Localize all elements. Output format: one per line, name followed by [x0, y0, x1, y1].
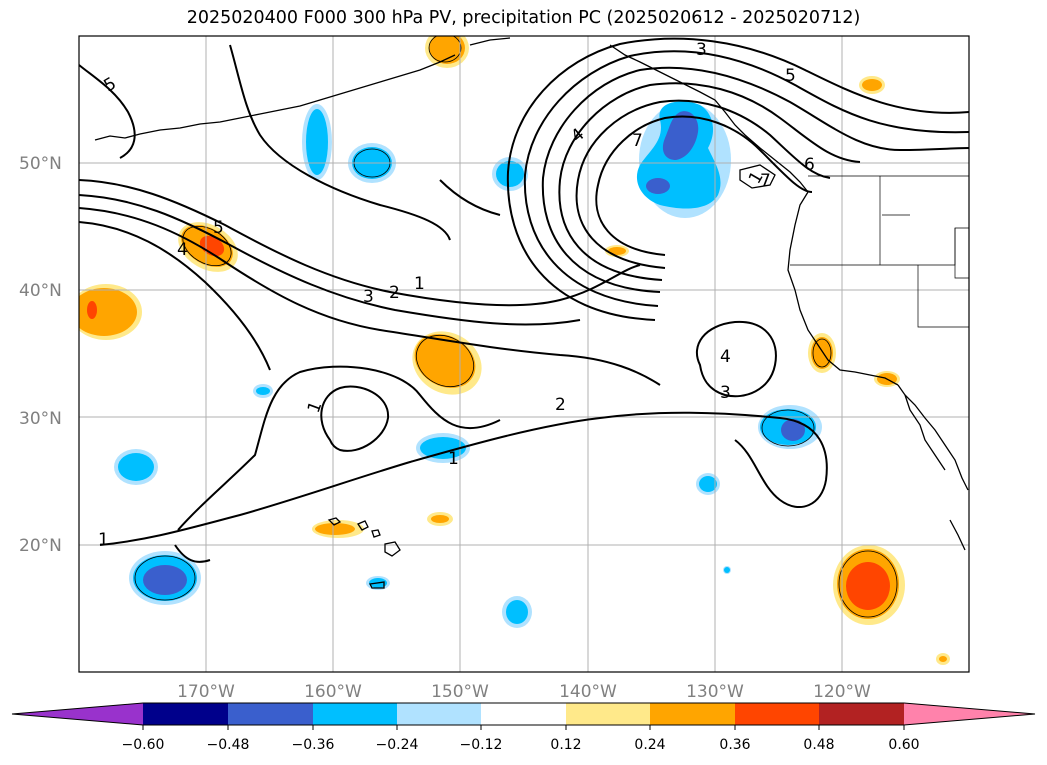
lat-label: 30°N	[19, 409, 62, 429]
colorbar-bin	[650, 703, 735, 725]
lon-label: 130°W	[686, 682, 744, 702]
precip-shading	[79, 36, 950, 665]
lat-label: 20°N	[19, 536, 62, 556]
colorbar-bin	[819, 703, 904, 725]
colorbar-tick-label: 0.48	[803, 737, 834, 753]
contour-label: 4	[177, 240, 188, 260]
political-borders	[790, 175, 969, 328]
colorbar-tick-label: 0.60	[888, 737, 919, 753]
contour-label: 5	[785, 66, 796, 86]
graticule	[79, 36, 969, 672]
map-panel: 5 3 5 7 4 7 6 1 3 2 1 5 4 1 2 3 4 1 1	[79, 36, 969, 672]
contour-label: 3	[720, 383, 731, 403]
colorbar-bin	[313, 703, 397, 725]
contour-label: 6	[804, 155, 815, 175]
contour-label: 3	[696, 40, 707, 60]
contour-label: 2	[389, 283, 400, 303]
pv-contours	[79, 37, 969, 563]
lon-label: 140°W	[559, 682, 617, 702]
contour-label: 1	[448, 449, 459, 469]
map-frame	[78, 35, 970, 673]
contour-label: 4	[720, 347, 731, 367]
colorbar-bin	[143, 703, 228, 725]
longitude-labels: 170°W 160°W 150°W 140°W 130°W 120°W	[177, 682, 871, 702]
colorbar-tick-label: −0.48	[207, 737, 250, 753]
contour-label: 1	[414, 274, 425, 294]
colorbar-tick-label: −0.24	[376, 737, 419, 753]
contour-label: 3	[363, 287, 374, 307]
colorbar-bin	[228, 703, 313, 725]
colorbar-tick-label: 0.24	[634, 737, 665, 753]
contour-label: 7	[760, 171, 771, 191]
colorbar-extend-right	[904, 703, 1035, 725]
contour-label: 1	[98, 530, 109, 550]
coastlines	[94, 37, 969, 589]
contour-label: 5	[213, 218, 224, 238]
contour-label: 2	[555, 395, 566, 415]
lon-label: 120°W	[813, 682, 871, 702]
colorbar-bin	[481, 703, 566, 725]
colorbar-tick-label: −0.12	[460, 737, 503, 753]
contour-label: 7	[632, 131, 643, 151]
colorbar: −0.60 −0.48 −0.36 −0.24 −0.12 0.12 0.24 …	[11, 702, 1036, 753]
colorbar-bin	[397, 703, 481, 725]
colorbar-bin	[735, 703, 819, 725]
latitude-labels: 50°N 40°N 30°N 20°N	[19, 154, 62, 556]
colorbar-bin	[566, 703, 650, 725]
lat-label: 40°N	[19, 281, 62, 301]
colorbar-tick-label: −0.60	[122, 737, 165, 753]
colorbar-tick-label: −0.36	[292, 737, 335, 753]
colorbar-extend-left	[12, 703, 143, 725]
colorbar-tick-label: 0.12	[550, 737, 581, 753]
map-title: 2025020400 F000 300 hPa PV, precipitatio…	[186, 8, 861, 28]
colorbar-tick-label: 0.36	[719, 737, 750, 753]
lon-label: 150°W	[431, 682, 489, 702]
lon-label: 170°W	[177, 682, 235, 702]
lon-label: 160°W	[304, 682, 362, 702]
lat-label: 50°N	[19, 154, 62, 174]
